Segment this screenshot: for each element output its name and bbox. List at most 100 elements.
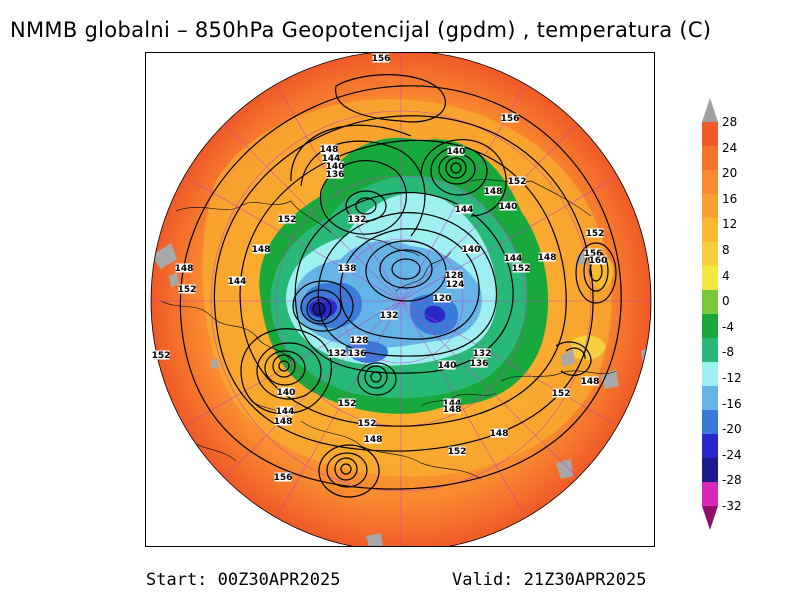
svg-text:156: 156 (274, 473, 293, 483)
contour-label: 160 (589, 255, 608, 266)
contour-label: 148 (484, 186, 502, 197)
contour-label: 138 (338, 263, 357, 274)
svg-text:136: 136 (348, 349, 367, 359)
svg-text:132: 132 (473, 349, 492, 359)
svg-text:152: 152 (338, 399, 357, 409)
colorbar-box (702, 386, 718, 410)
colorbar-bottom-arrow (702, 506, 718, 530)
contour-label: 128 (445, 270, 464, 281)
colorbar-tick-label: 8 (722, 243, 730, 257)
colorbar-box (702, 362, 718, 386)
contour-label: 132 (348, 214, 367, 225)
contour-label: 120 (433, 293, 452, 304)
svg-text:148: 148 (538, 253, 557, 263)
svg-text:132: 132 (348, 215, 367, 225)
svg-text:152: 152 (358, 419, 377, 429)
svg-text:156: 156 (501, 114, 520, 124)
svg-text:152: 152 (448, 447, 467, 457)
svg-text:152: 152 (508, 177, 527, 187)
valid-time-label: Valid: 21Z30APR2025 (452, 570, 647, 590)
svg-text:160: 160 (589, 256, 608, 266)
svg-text:152: 152 (278, 215, 297, 225)
svg-text:156: 156 (584, 249, 603, 259)
contour-label: 148 (320, 144, 338, 155)
contour-label: 152 (508, 176, 527, 187)
colorbar-box (702, 482, 718, 506)
svg-text:120: 120 (433, 294, 452, 304)
svg-text:132: 132 (380, 311, 399, 321)
svg-text:140: 140 (277, 388, 296, 398)
colorbar-tick-label: 4 (722, 268, 730, 283)
svg-text:136: 136 (326, 170, 345, 180)
svg-text:156: 156 (372, 54, 391, 64)
svg-text:144: 144 (276, 407, 295, 417)
contour-label: 156 (372, 53, 391, 64)
contour-label: 144 (322, 153, 340, 164)
contour-label: 152 (338, 398, 357, 409)
contour-label: 140 (447, 146, 465, 157)
svg-text:140: 140 (462, 245, 481, 255)
contour-label: 148 (175, 263, 193, 274)
colorbar-tick-label: 12 (722, 217, 738, 232)
svg-text:128: 128 (445, 271, 464, 281)
contour-label: 140 (462, 244, 481, 255)
map-title: NMMB globalni – 850hPa Geopotencijal (gp… (10, 18, 712, 42)
colorbar-tick-label: 24 (722, 140, 738, 155)
colorbar-box (702, 314, 718, 338)
contour-label: 144 (228, 276, 246, 287)
temperature-colorbar (702, 98, 718, 530)
svg-text:140: 140 (326, 162, 345, 172)
contour-label: 132 (380, 310, 399, 321)
colorbar-box (702, 242, 718, 266)
svg-text:152: 152 (178, 285, 197, 295)
contour-label: 152 (448, 446, 467, 457)
contour-label: 140 (277, 387, 296, 398)
svg-text:148: 148 (581, 377, 600, 387)
colorbar-tick-label: -32 (722, 499, 742, 513)
colorbar-box (702, 122, 718, 146)
svg-text:132: 132 (328, 349, 347, 359)
contour-label: 152 (586, 228, 604, 239)
colorbar-box (702, 434, 718, 458)
contour-label: 152 (512, 263, 531, 274)
svg-text:148: 148 (443, 405, 462, 415)
geopotential-contours (179, 74, 622, 498)
colorbar-tick-label: -20 (722, 422, 742, 437)
colorbar-box (702, 266, 718, 290)
colorbar-box (702, 410, 718, 434)
contour-label: 156 (274, 472, 293, 483)
contour-label: 132 (473, 348, 492, 359)
colorbar-boxes (702, 122, 718, 506)
colorbar-top-arrow (702, 98, 718, 122)
colorbar-tick-label: 0 (722, 294, 730, 309)
contour-label: 148 (252, 244, 271, 255)
contour-label: 148 (490, 428, 509, 439)
svg-text:144: 144 (455, 205, 474, 215)
colorbar-tick-label: -16 (722, 396, 742, 411)
contour-label: 144 (443, 398, 461, 409)
svg-text:140: 140 (438, 361, 457, 371)
svg-text:148: 148 (364, 435, 383, 445)
contour-label: 152 (278, 214, 297, 225)
contour-label: 152 (552, 388, 570, 399)
start-time-label: Start: 00Z30APR2025 (146, 570, 341, 590)
colorbar-box (702, 218, 718, 242)
map-panel: 156 156 148 144 140 136 140 152 148 140 144 152 132 1… (145, 52, 655, 547)
contour-label: 148 (538, 252, 557, 263)
colorbar-tick-label: -12 (722, 371, 742, 385)
svg-text:152: 152 (512, 264, 531, 274)
colorbar-tick-label: -24 (722, 447, 742, 462)
contour-label: 152 (178, 284, 197, 295)
colorbar-box (702, 338, 718, 362)
svg-text:148: 148 (490, 429, 509, 439)
svg-text:128: 128 (350, 336, 369, 346)
svg-text:148: 148 (252, 245, 271, 255)
contour-label: 136 (348, 348, 367, 359)
contour-label: 148 (274, 416, 292, 427)
svg-text:152: 152 (152, 351, 171, 361)
svg-text:138: 138 (338, 264, 357, 274)
svg-text:144: 144 (504, 254, 523, 264)
colorbar-box (702, 458, 718, 482)
colorbar-tick-label: 20 (722, 166, 738, 181)
